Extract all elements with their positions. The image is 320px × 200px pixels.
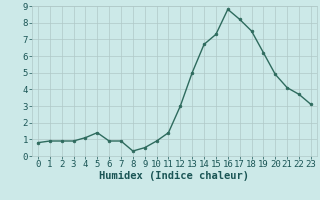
X-axis label: Humidex (Indice chaleur): Humidex (Indice chaleur) (100, 171, 249, 181)
